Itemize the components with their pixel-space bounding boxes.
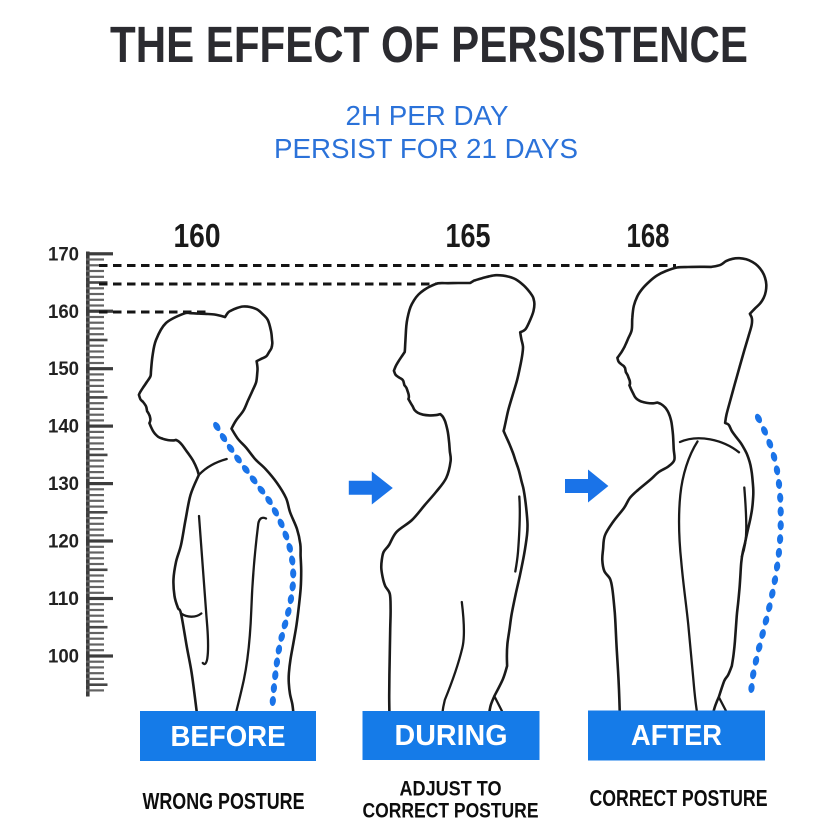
svg-text:170: 170 bbox=[48, 244, 79, 265]
svg-text:100: 100 bbox=[48, 647, 79, 668]
svg-text:CORRECT POSTURE: CORRECT POSTURE bbox=[363, 800, 539, 823]
svg-text:AFTER: AFTER bbox=[631, 720, 722, 752]
svg-text:168: 168 bbox=[627, 217, 670, 254]
svg-text:THE EFFECT OF PERSISTENCE: THE EFFECT OF PERSISTENCE bbox=[110, 16, 748, 73]
svg-text:165: 165 bbox=[446, 217, 491, 254]
svg-text:130: 130 bbox=[48, 474, 79, 495]
svg-text:PERSIST FOR 21 DAYS: PERSIST FOR 21 DAYS bbox=[274, 133, 578, 164]
svg-text:140: 140 bbox=[48, 417, 79, 438]
svg-text:WRONG POSTURE: WRONG POSTURE bbox=[143, 788, 305, 814]
svg-text:ADJUST TO: ADJUST TO bbox=[400, 778, 502, 801]
svg-text:160: 160 bbox=[48, 302, 79, 323]
svg-text:CORRECT POSTURE: CORRECT POSTURE bbox=[590, 785, 768, 811]
svg-text:110: 110 bbox=[48, 589, 79, 610]
svg-text:150: 150 bbox=[48, 359, 79, 380]
svg-text:2H PER DAY: 2H PER DAY bbox=[346, 100, 509, 131]
svg-text:BEFORE: BEFORE bbox=[171, 721, 286, 753]
svg-text:120: 120 bbox=[48, 532, 79, 553]
svg-text:160: 160 bbox=[174, 217, 221, 254]
svg-text:DURING: DURING bbox=[395, 720, 508, 752]
